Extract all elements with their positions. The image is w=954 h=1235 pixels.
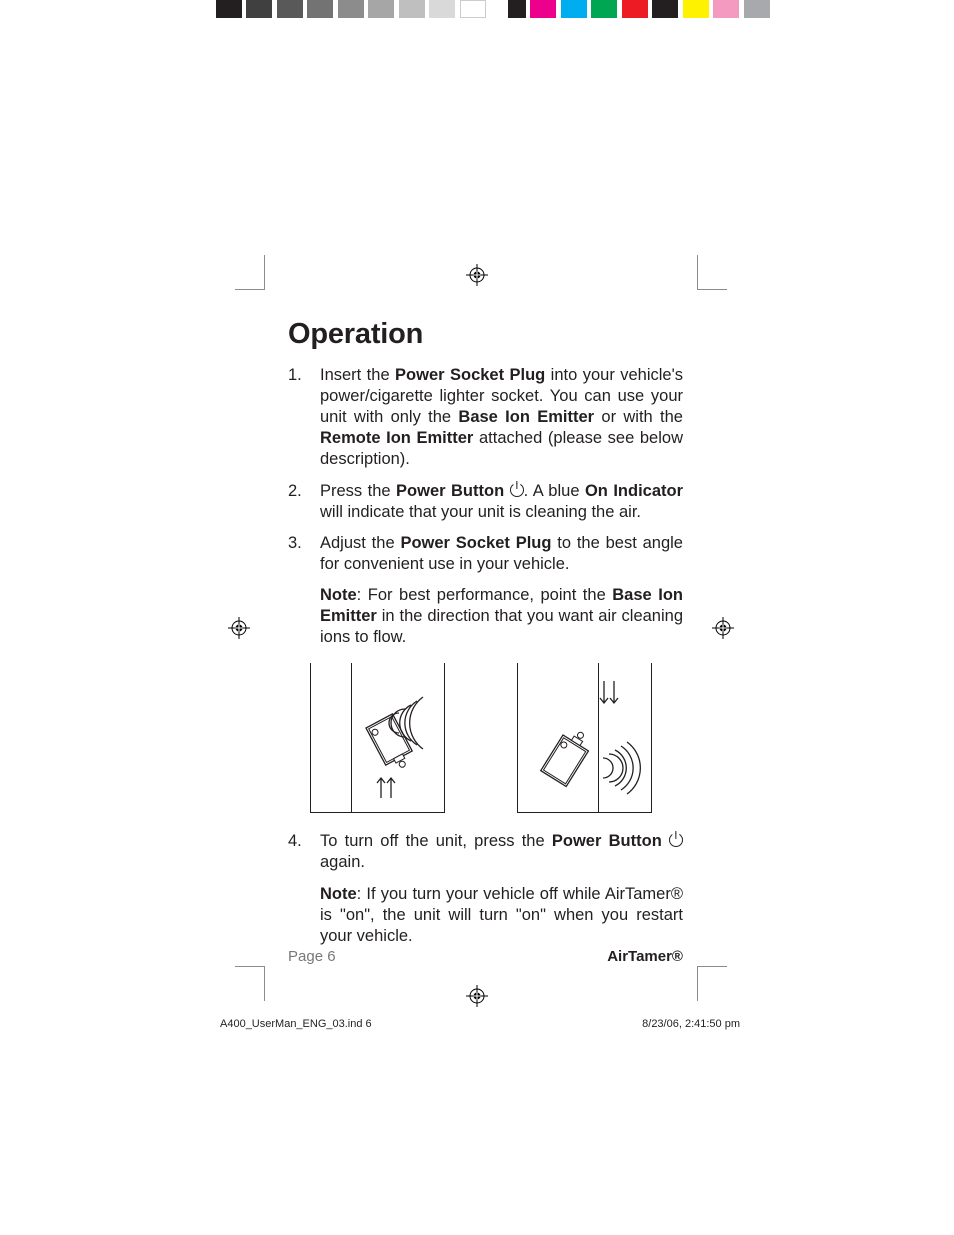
emitter-up-icon xyxy=(311,663,446,813)
registration-mark-icon xyxy=(712,617,734,639)
crop-mark-icon xyxy=(235,966,265,1001)
item-number: 1. xyxy=(288,365,302,386)
slug-filename: A400_UserMan_ENG_03.ind 6 xyxy=(220,1018,372,1030)
crop-mark-icon xyxy=(697,255,727,290)
note: Note: If you turn your vehicle off while… xyxy=(288,884,683,947)
list-item: 1. Insert the Power Socket Plug into you… xyxy=(288,365,683,471)
registration-mark-icon xyxy=(466,264,488,286)
crop-mark-icon xyxy=(697,966,727,1001)
power-icon xyxy=(510,483,524,497)
diagram-right xyxy=(517,663,652,813)
diagram-row xyxy=(288,663,683,813)
note: Note: For best performance, point the Ba… xyxy=(288,585,683,648)
list-item: 4. To turn off the unit, press the Power… xyxy=(288,831,683,873)
brand-name: AirTamer® xyxy=(607,948,683,965)
section-title: Operation xyxy=(288,318,683,351)
page-footer: Page 6 AirTamer® xyxy=(288,948,683,965)
crop-mark-icon xyxy=(235,255,265,290)
list-item: 3. Adjust the Power Socket Plug to the b… xyxy=(288,533,683,575)
page: Operation 1. Insert the Power Socket Plu… xyxy=(0,0,954,1235)
list-item: 2. Press the Power Button . A blue On In… xyxy=(288,481,683,523)
print-slug: A400_UserMan_ENG_03.ind 6 8/23/06, 2:41:… xyxy=(220,1018,740,1030)
item-number: 3. xyxy=(288,533,302,554)
content-area: Operation 1. Insert the Power Socket Plu… xyxy=(288,318,683,957)
registration-mark-icon xyxy=(228,617,250,639)
page-number: Page 6 xyxy=(288,948,336,965)
power-icon xyxy=(669,833,683,847)
grayscale-bar xyxy=(216,0,486,18)
registration-mark-icon xyxy=(466,985,488,1007)
instruction-list-cont: 4. To turn off the unit, press the Power… xyxy=(288,831,683,873)
slug-timestamp: 8/23/06, 2:41:50 pm xyxy=(642,1018,740,1030)
item-number: 2. xyxy=(288,481,302,502)
color-bar xyxy=(508,0,770,18)
emitter-down-icon xyxy=(518,663,653,813)
diagram-left xyxy=(310,663,445,813)
instruction-list: 1. Insert the Power Socket Plug into you… xyxy=(288,365,683,575)
item-number: 4. xyxy=(288,831,302,852)
